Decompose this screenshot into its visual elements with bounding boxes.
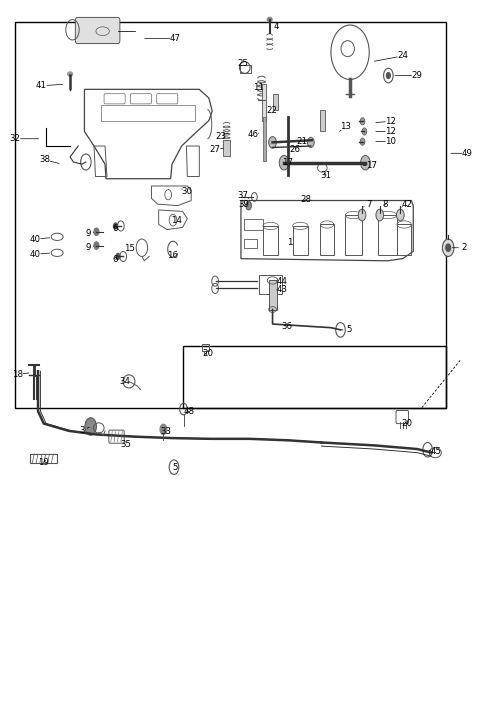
Text: 5: 5 bbox=[173, 463, 178, 472]
Circle shape bbox=[94, 228, 99, 235]
Text: 13: 13 bbox=[340, 122, 351, 131]
Text: 19: 19 bbox=[38, 458, 49, 467]
Circle shape bbox=[396, 209, 404, 221]
Text: 9: 9 bbox=[85, 229, 91, 238]
Circle shape bbox=[360, 156, 370, 170]
Text: 22: 22 bbox=[266, 106, 277, 115]
Text: 21: 21 bbox=[297, 137, 308, 146]
Bar bbox=[269, 280, 277, 309]
Text: 49: 49 bbox=[462, 149, 473, 158]
Text: 14: 14 bbox=[171, 215, 182, 225]
Text: 8: 8 bbox=[383, 199, 388, 209]
Text: 27: 27 bbox=[210, 145, 221, 154]
Bar bbox=[15, 23, 446, 408]
Text: 24: 24 bbox=[397, 52, 408, 60]
Text: 48: 48 bbox=[183, 408, 194, 416]
Circle shape bbox=[360, 138, 365, 146]
Text: 17: 17 bbox=[282, 157, 293, 167]
Text: 37: 37 bbox=[238, 191, 249, 200]
Bar bbox=[202, 344, 209, 351]
Text: 28: 28 bbox=[300, 195, 311, 205]
Bar bbox=[293, 226, 308, 255]
Text: 26: 26 bbox=[289, 145, 300, 154]
Text: 4: 4 bbox=[273, 22, 279, 31]
Circle shape bbox=[85, 418, 96, 435]
Circle shape bbox=[386, 73, 390, 79]
Bar bbox=[182, 346, 446, 408]
Bar bbox=[259, 275, 282, 294]
Text: 29: 29 bbox=[412, 71, 422, 80]
Text: 47: 47 bbox=[170, 34, 181, 43]
Text: 35: 35 bbox=[120, 440, 132, 449]
Text: 45: 45 bbox=[431, 448, 442, 456]
Bar bbox=[263, 226, 278, 255]
Circle shape bbox=[358, 209, 366, 221]
Text: 10: 10 bbox=[385, 137, 396, 146]
Circle shape bbox=[308, 138, 314, 148]
Bar bbox=[240, 65, 251, 74]
Text: 31: 31 bbox=[321, 170, 332, 180]
Bar bbox=[262, 84, 266, 121]
Bar bbox=[101, 105, 194, 121]
Text: 40: 40 bbox=[30, 234, 41, 244]
Text: 44: 44 bbox=[276, 277, 288, 285]
Text: 5: 5 bbox=[346, 325, 351, 334]
Bar bbox=[397, 224, 411, 255]
Bar bbox=[345, 215, 362, 255]
Text: 25: 25 bbox=[237, 60, 248, 68]
Text: 20: 20 bbox=[401, 419, 412, 428]
Text: 41: 41 bbox=[36, 82, 47, 90]
Circle shape bbox=[160, 424, 167, 435]
Text: 2: 2 bbox=[461, 243, 467, 252]
Circle shape bbox=[279, 156, 289, 170]
Text: 7: 7 bbox=[366, 199, 372, 209]
Text: 18: 18 bbox=[12, 370, 23, 379]
Text: 38: 38 bbox=[39, 155, 50, 165]
Text: 23: 23 bbox=[216, 132, 227, 141]
Text: 9: 9 bbox=[85, 242, 91, 251]
Text: 20: 20 bbox=[202, 349, 213, 358]
Ellipse shape bbox=[68, 72, 72, 76]
Bar bbox=[321, 224, 334, 255]
Text: 42: 42 bbox=[402, 199, 413, 209]
Bar bbox=[273, 94, 278, 110]
Text: 11: 11 bbox=[252, 84, 264, 92]
Text: 34: 34 bbox=[120, 377, 131, 386]
Text: 33: 33 bbox=[160, 427, 171, 436]
Bar bbox=[244, 239, 257, 248]
Text: 12: 12 bbox=[385, 116, 396, 126]
Text: 6: 6 bbox=[113, 255, 118, 264]
Circle shape bbox=[269, 137, 276, 149]
Circle shape bbox=[360, 118, 365, 125]
Text: 46: 46 bbox=[247, 130, 258, 139]
FancyBboxPatch shape bbox=[75, 17, 120, 44]
Bar bbox=[244, 218, 263, 229]
Circle shape bbox=[116, 253, 120, 259]
Text: 1: 1 bbox=[288, 238, 293, 247]
Circle shape bbox=[446, 244, 451, 251]
Bar bbox=[263, 117, 266, 161]
Text: 32: 32 bbox=[10, 134, 21, 143]
Circle shape bbox=[376, 209, 384, 221]
Circle shape bbox=[246, 201, 252, 210]
Circle shape bbox=[443, 239, 454, 256]
Text: 39: 39 bbox=[238, 200, 249, 210]
Text: 16: 16 bbox=[167, 251, 178, 260]
Circle shape bbox=[94, 242, 99, 249]
Text: 43: 43 bbox=[276, 285, 288, 294]
Text: 12: 12 bbox=[385, 127, 396, 136]
Text: 30: 30 bbox=[182, 187, 193, 197]
Bar bbox=[223, 141, 230, 157]
Circle shape bbox=[362, 128, 367, 135]
Text: 17: 17 bbox=[366, 161, 377, 170]
Bar bbox=[321, 110, 325, 132]
Bar bbox=[378, 215, 397, 255]
Text: 36: 36 bbox=[281, 322, 292, 331]
Text: 6: 6 bbox=[113, 224, 118, 234]
Text: 3: 3 bbox=[79, 426, 85, 435]
Text: 40: 40 bbox=[30, 250, 41, 258]
Ellipse shape bbox=[267, 17, 272, 22]
Text: 15: 15 bbox=[124, 244, 135, 253]
Circle shape bbox=[114, 223, 118, 229]
